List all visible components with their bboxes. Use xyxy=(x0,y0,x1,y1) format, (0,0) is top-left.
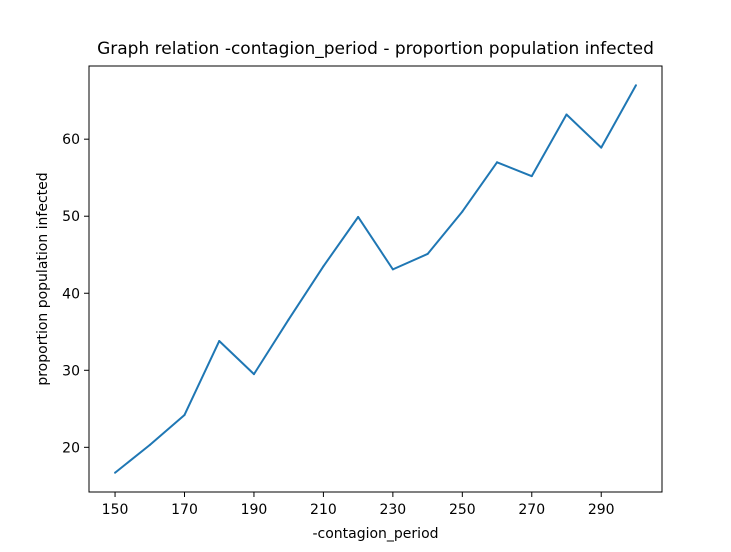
y-tick-label: 30 xyxy=(62,363,80,379)
data-point xyxy=(496,161,499,164)
y-tick-label: 60 xyxy=(62,132,80,148)
data-point xyxy=(634,84,637,87)
data-point xyxy=(322,265,325,268)
series-line xyxy=(114,84,637,474)
x-tick-label: 190 xyxy=(241,502,268,518)
x-axis-label: -contagion_period xyxy=(312,526,438,542)
x-tick-label: 270 xyxy=(518,502,545,518)
x-tick-label: 170 xyxy=(171,502,198,518)
data-point xyxy=(600,146,603,149)
data-point xyxy=(530,175,533,178)
data-point xyxy=(114,471,117,474)
data-point xyxy=(183,413,186,416)
data-point xyxy=(391,268,394,271)
x-tick-label: 290 xyxy=(588,502,615,518)
data-point xyxy=(565,113,568,116)
data-point xyxy=(218,340,221,343)
x-tick-label: 250 xyxy=(449,502,476,518)
data-point xyxy=(357,215,360,218)
y-tick-label: 50 xyxy=(62,209,80,225)
data-point xyxy=(148,444,151,447)
data-point xyxy=(461,210,464,213)
y-axis-label: proportion population infected xyxy=(35,172,51,385)
x-tick-label: 210 xyxy=(310,502,337,518)
data-point xyxy=(426,252,429,255)
plot-area xyxy=(114,84,637,474)
axes-frame xyxy=(88,65,663,493)
y-tick-label: 20 xyxy=(62,440,80,456)
data-point xyxy=(252,373,255,376)
chart-title: Graph relation -contagion_period - propo… xyxy=(97,39,654,59)
x-axis: 150 170 190 210 230 250 270 290 xyxy=(102,492,615,518)
y-tick-label: 40 xyxy=(62,286,80,302)
x-tick-label: 230 xyxy=(379,502,406,518)
data-point xyxy=(287,318,290,321)
y-axis: 20 30 40 50 60 xyxy=(62,132,89,456)
x-tick-label: 150 xyxy=(102,502,129,518)
